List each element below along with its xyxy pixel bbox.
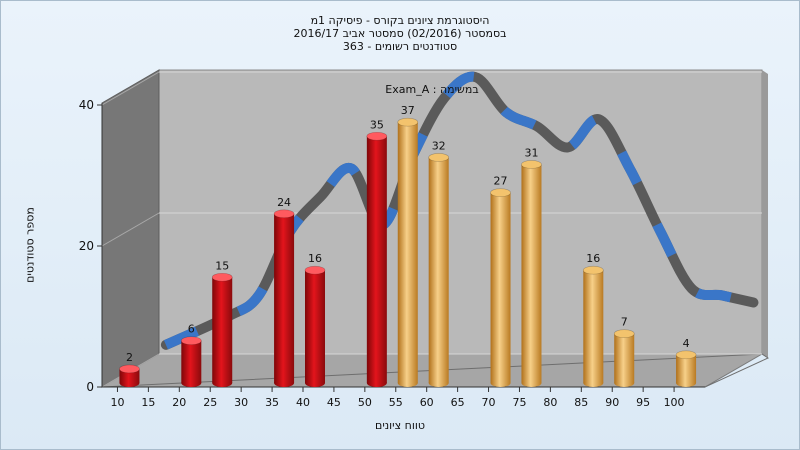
- bar-base: [490, 379, 511, 387]
- bar-value-label: 35: [370, 118, 384, 131]
- histogram-bar: 16: [583, 252, 604, 387]
- bar-base: [583, 379, 604, 387]
- histogram-bar: 31: [521, 146, 542, 387]
- bar-body: [274, 213, 295, 383]
- histogram-bar: 4: [675, 337, 697, 387]
- bar-body: [428, 157, 449, 383]
- bar-value-label: 16: [308, 252, 322, 265]
- bar-body: [614, 333, 635, 383]
- x-tick-label: 75: [512, 396, 526, 409]
- y-axis-label: מספר סטודנטים: [23, 207, 37, 283]
- x-tick-label: 55: [389, 396, 403, 409]
- x-tick-label: 25: [203, 396, 217, 409]
- bar-base: [181, 379, 202, 387]
- bar-value-label: 16: [586, 252, 600, 265]
- bar-base: [366, 379, 387, 387]
- bar-value-label: 27: [494, 175, 508, 188]
- chart-title-line-3: סטודנטים רשומים - 363: [342, 40, 458, 53]
- x-tick-label: 80: [543, 396, 557, 409]
- bar-body: [521, 164, 542, 383]
- histogram-bar: 16: [304, 252, 326, 387]
- y-tick-label: 0: [86, 380, 94, 394]
- bar-value-label: 37: [401, 104, 415, 117]
- bar-cap: [304, 265, 326, 275]
- side-wall: [101, 69, 160, 388]
- x-tick-label: 100: [664, 396, 685, 409]
- series-label: Exam_A : במשימה: [385, 83, 478, 96]
- bar-body: [676, 354, 697, 383]
- x-tick-label: 65: [451, 396, 465, 409]
- histogram-bar: 7: [613, 316, 635, 387]
- bar-value-label: 2: [126, 351, 133, 364]
- bar-base: [119, 379, 140, 387]
- x-tick-label: 20: [172, 396, 186, 409]
- bar-cap: [490, 188, 511, 197]
- x-tick-label: 40: [296, 396, 310, 409]
- bar-base: [428, 379, 449, 387]
- x-tick-label: 90: [605, 396, 619, 409]
- histogram-bar: 37: [397, 104, 419, 387]
- bar-cap: [273, 209, 295, 219]
- gridline-side: [101, 71, 160, 106]
- bar-body: [583, 270, 604, 383]
- bar-base: [397, 379, 418, 387]
- gridline-side: [101, 212, 160, 247]
- bar-cap: [181, 336, 202, 346]
- bar-cap: [397, 117, 419, 127]
- histogram-bar: 27: [490, 175, 511, 387]
- bar-cap: [521, 160, 542, 169]
- bar-cap: [366, 131, 388, 141]
- bar-body: [212, 277, 233, 383]
- bar-body: [119, 368, 140, 383]
- bar-base: [305, 379, 325, 387]
- bar-base: [212, 379, 233, 387]
- chart-title-line-2: בסמסטר (02/2016) סמסטר אביב 2016/17: [293, 27, 507, 40]
- bar-value-label: 32: [432, 139, 446, 152]
- x-tick-label: 10: [110, 396, 124, 409]
- bar-base: [274, 379, 295, 387]
- x-tick-label: 15: [141, 396, 155, 409]
- bar-cap: [428, 153, 449, 162]
- bar-cap: [583, 265, 604, 275]
- bar-value-label: 6: [188, 323, 195, 336]
- histogram-bar: 35: [366, 118, 388, 387]
- bar-body: [366, 136, 387, 383]
- histogram-bar: 6: [181, 323, 202, 387]
- right-wall-edge: [762, 70, 768, 358]
- bar-body: [305, 270, 325, 383]
- x-axis-label: טווח ציונים: [375, 419, 425, 432]
- x-tick-label: 30: [234, 396, 248, 409]
- x-tick-label: 35: [265, 396, 279, 409]
- bar-cap: [675, 350, 697, 360]
- y-tick-label: 20: [79, 239, 94, 253]
- bar-base: [676, 379, 697, 387]
- x-tick-label: 60: [420, 396, 434, 409]
- x-tick-label: 85: [574, 396, 588, 409]
- bar-base: [521, 379, 542, 387]
- bar-value-label: 31: [524, 146, 538, 159]
- bar-value-label: 4: [683, 337, 690, 350]
- histogram-bar: 2: [119, 351, 140, 387]
- x-tick-label: 95: [636, 396, 650, 409]
- bar-body: [397, 122, 418, 384]
- bar-cap: [119, 364, 140, 374]
- bar-body: [181, 340, 202, 383]
- y-tick-label: 40: [79, 98, 94, 112]
- chart-title-line-1: היסטוגרמת ציונים בקורס - פיסיקה 1מ: [310, 14, 490, 27]
- bar-base: [614, 379, 635, 387]
- bar-body: [490, 192, 511, 383]
- bar-cap: [613, 329, 635, 338]
- bar-value-label: 15: [215, 259, 229, 272]
- bar-cap: [211, 272, 233, 282]
- histogram-bar: 24: [273, 196, 295, 387]
- bar-value-label: 7: [621, 316, 628, 329]
- x-tick-label: 50: [358, 396, 372, 409]
- x-tick-label: 70: [482, 396, 496, 409]
- histogram-bar: 15: [211, 259, 233, 387]
- histogram-bar: 32: [428, 139, 449, 387]
- x-tick-label: 45: [327, 396, 341, 409]
- bar-value-label: 24: [277, 196, 291, 209]
